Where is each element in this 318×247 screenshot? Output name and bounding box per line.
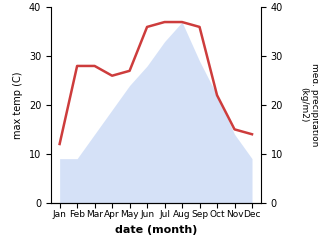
Y-axis label: med. precipitation
(kg/m2): med. precipitation (kg/m2) (300, 63, 318, 147)
Y-axis label: max temp (C): max temp (C) (13, 71, 23, 139)
X-axis label: date (month): date (month) (114, 225, 197, 235)
